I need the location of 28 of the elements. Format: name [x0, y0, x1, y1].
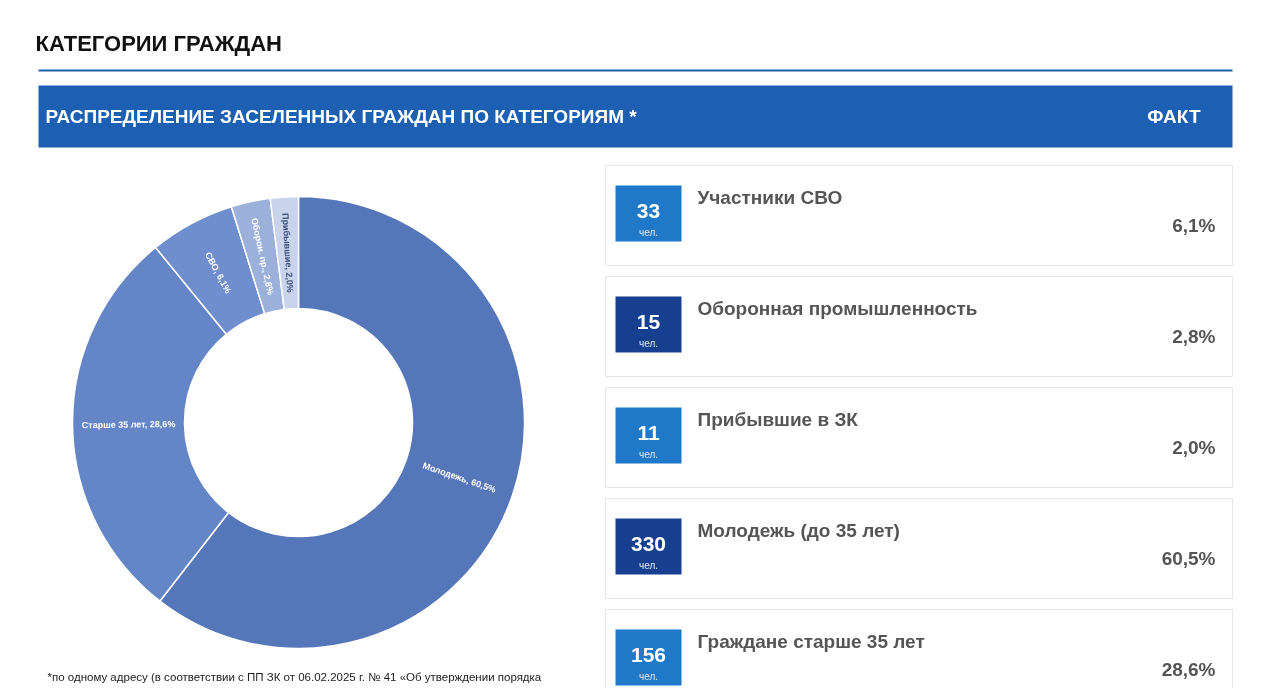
- text: 156: [630, 642, 667, 666]
- text: 330: [630, 531, 667, 555]
- text: чел.: [638, 449, 659, 460]
- chart-title: КАТЕГОРИИ ГРАЖДАН: [35, 31, 282, 56]
- text: Оборонная промышленность: [697, 298, 978, 319]
- chart-subtitle: РАСПРЕДЕЛЕНИЕ ЗАСЕЛЕННЫХ ГРАЖДАН ПО КАТЕГОРИЯМ *: [45, 106, 638, 127]
- text: 60,5%: [1161, 548, 1216, 569]
- text: *по одному адресу (в соответствии с ПП ЗК от 06.02.2025 г. № 41 «Об утверждении порядка: [47, 670, 542, 683]
- text: чел.: [638, 671, 659, 682]
- text: 2,8%: [1172, 326, 1216, 347]
- slice-label: Старше 35 лет, 28,6%: [81, 419, 176, 431]
- text: Прибывшие в ЗК: [697, 409, 859, 430]
- text: чел.: [638, 227, 659, 238]
- slice-label: Прибывшие, 2,0%: [280, 212, 296, 293]
- text: 33: [636, 198, 661, 222]
- text: 2,0%: [1172, 437, 1216, 458]
- slice-label: СВО, 6,1%: [202, 250, 234, 296]
- slice-label: Оборон. пр., 2,8%: [249, 216, 276, 296]
- text: 11: [637, 420, 660, 444]
- text: Граждане старше 35 лет: [697, 631, 925, 652]
- text: Участники СВО: [697, 187, 843, 208]
- text: 28,6%: [1161, 659, 1216, 680]
- text: чел.: [638, 560, 659, 571]
- text: ФАКТ: [1147, 106, 1201, 127]
- text: 6,1%: [1172, 215, 1216, 236]
- text: Молодежь (до 35 лет): [697, 520, 900, 541]
- text: чел.: [638, 338, 659, 349]
- text: 15: [636, 309, 661, 333]
